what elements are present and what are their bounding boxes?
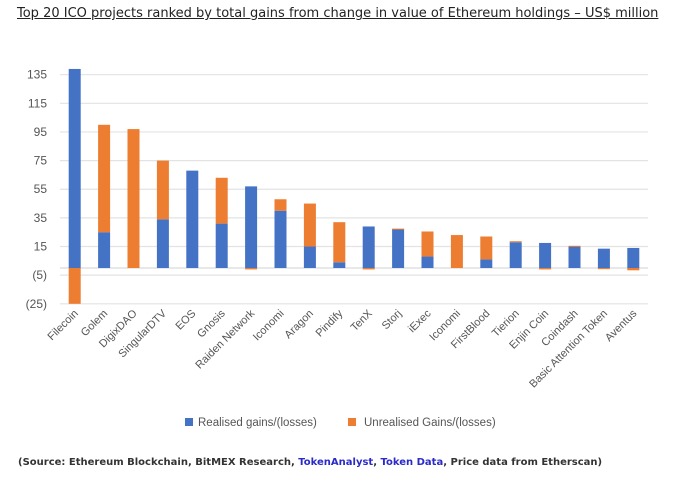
bar-unrealised	[68, 268, 81, 304]
bar-unrealised	[245, 268, 258, 270]
bar-unrealised	[127, 129, 140, 268]
legend-swatch-unrealised	[348, 418, 356, 426]
x-tick-label: Iconomi	[251, 308, 287, 344]
bars	[68, 68, 640, 304]
legend-swatch-realised	[185, 418, 193, 426]
token-data-link[interactable]: Token Data	[380, 457, 444, 468]
x-tick-label: iExec	[406, 307, 434, 335]
bar-realised	[627, 247, 640, 268]
bar-realised	[539, 242, 552, 268]
bar-unrealised	[539, 268, 552, 270]
bar-unrealised	[421, 231, 434, 257]
y-tick-label: 75	[34, 154, 48, 168]
x-tick-label: TenX	[349, 307, 376, 334]
bar-realised	[392, 229, 405, 268]
y-tick-label: 15	[34, 240, 48, 254]
bar-realised	[274, 210, 287, 268]
bar-realised	[597, 248, 610, 268]
tokenanalyst-link[interactable]: TokenAnalyst	[298, 457, 374, 468]
bar-realised	[98, 232, 111, 268]
bar-unrealised	[98, 124, 111, 233]
bar-realised	[362, 226, 375, 268]
x-tick-label: Storj	[380, 308, 404, 332]
x-tick-label: EOS	[174, 308, 199, 333]
legend: Realised gains/(losses) Unrealised Gains…	[185, 417, 496, 429]
y-tick-label: 95	[34, 125, 48, 139]
y-tick-label: 35	[34, 211, 48, 225]
bar-unrealised	[333, 222, 346, 263]
bar-unrealised	[568, 245, 581, 247]
source-note: (Source: Ethereum Blockchain, BitMEX Res…	[18, 457, 602, 468]
bar-realised	[333, 262, 346, 268]
bar-unrealised	[509, 241, 522, 243]
y-tick-label: 55	[34, 182, 48, 196]
legend-label-realised: Realised gains/(losses)	[198, 417, 317, 429]
x-tick-label: Aragon	[282, 308, 316, 342]
bar-unrealised	[450, 235, 463, 268]
bar-unrealised	[480, 236, 493, 260]
x-tick-label: Pindify	[314, 307, 346, 339]
bar-realised	[215, 223, 228, 268]
y-axis-ticks: 135 115 95 75 55 35 15 (5) (25)	[26, 68, 48, 311]
bar-realised	[421, 256, 434, 268]
bar-unrealised	[274, 199, 287, 211]
legend-label-unrealised: Unrealised Gains/(losses)	[364, 417, 496, 429]
bar-realised	[156, 219, 169, 268]
bar-unrealised	[597, 268, 610, 270]
bar-unrealised	[215, 177, 228, 224]
chart-title: Top 20 ICO projects ranked by total gain…	[17, 6, 659, 21]
bar-realised	[303, 246, 316, 268]
source-suffix: , Price data from Etherscan)	[443, 457, 603, 468]
bar-realised	[68, 68, 81, 269]
bar-realised	[186, 170, 199, 268]
bar-realised	[245, 186, 258, 268]
bar-unrealised	[303, 203, 316, 247]
bar-realised	[480, 259, 493, 268]
y-tick-label: 135	[27, 68, 47, 82]
bar-realised	[509, 242, 522, 268]
bar-unrealised	[627, 268, 640, 271]
bar-unrealised	[392, 228, 405, 230]
x-tick-label: Aventus	[603, 307, 640, 344]
y-tick-label: (25)	[26, 297, 47, 311]
y-tick-label: (5)	[32, 268, 47, 282]
bar-unrealised	[362, 268, 375, 270]
source-separator: ,	[373, 457, 381, 468]
gridlines	[60, 74, 648, 305]
source-prefix: (Source: Ethereum Blockchain, BitMEX Res…	[18, 457, 299, 468]
y-tick-label: 115	[28, 96, 47, 110]
bar-realised	[568, 246, 581, 268]
x-tick-label: Filecoin	[46, 308, 81, 343]
bar-unrealised	[156, 160, 169, 220]
